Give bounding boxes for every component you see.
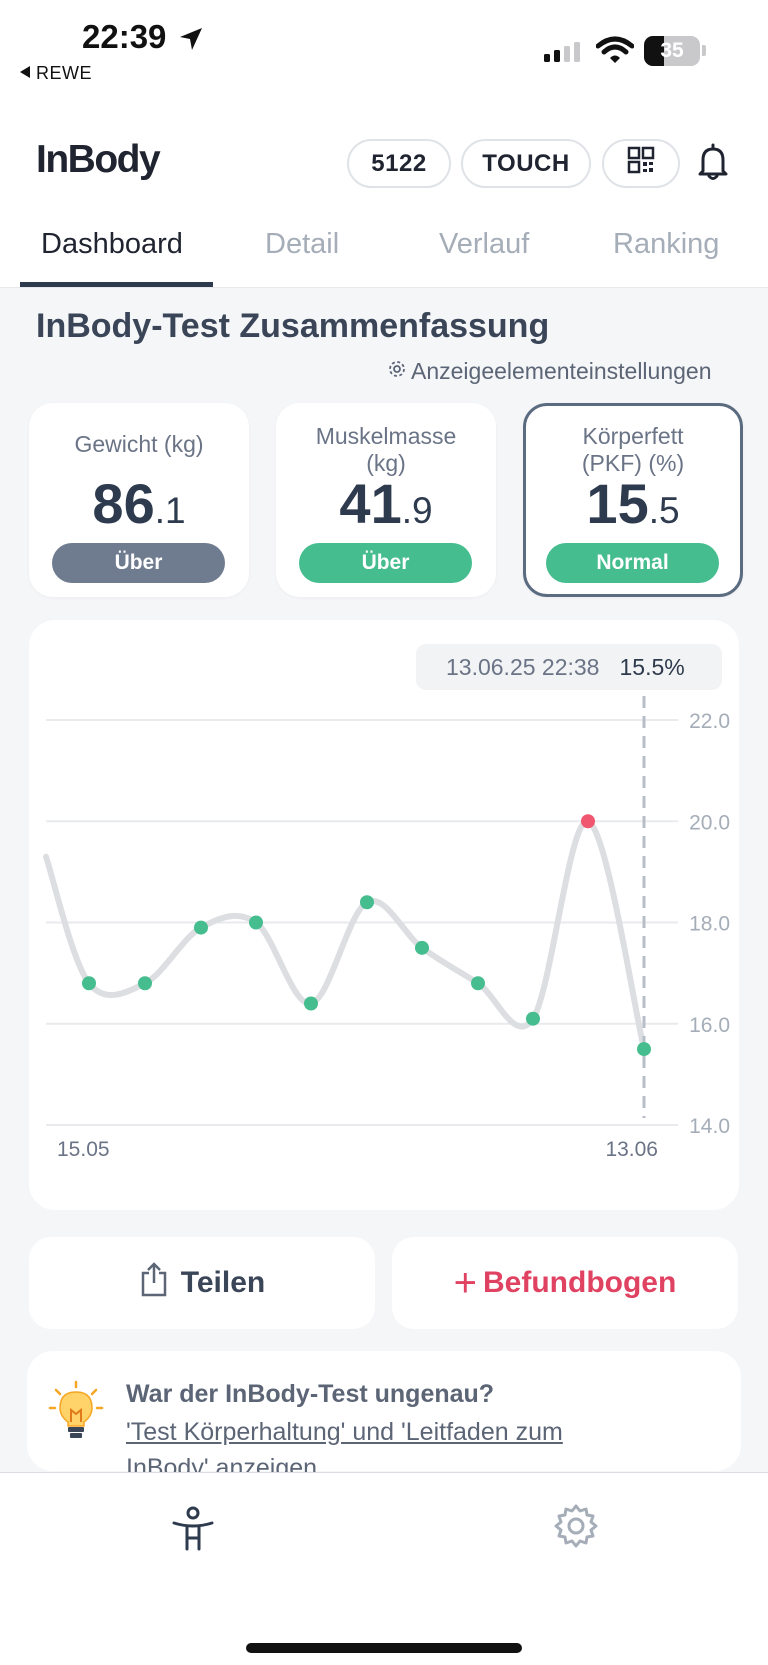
metric-name: Körperfett — [582, 423, 684, 449]
share-button[interactable]: Teilen — [29, 1237, 375, 1329]
lightbulb-icon — [48, 1380, 104, 1447]
wifi-icon — [595, 36, 635, 69]
metric-value-int: 15 — [586, 472, 649, 535]
metric-unit: (kg) — [163, 431, 204, 457]
body-fat-chart[interactable]: 22.0 20.0 18.0 16.0 14.0 15.05 13.06 — [0, 0, 768, 1230]
status-badge: Normal — [546, 543, 719, 583]
gear-icon — [387, 358, 407, 385]
tab-verlauf[interactable]: Verlauf — [439, 228, 530, 260]
bottom-nav — [0, 1472, 768, 1665]
chart-tooltip: 13.06.25 22:38 15.5% — [416, 644, 722, 690]
report-button[interactable]: + Befundbogen — [392, 1237, 738, 1329]
data-point — [194, 920, 208, 935]
location-arrow-icon — [178, 26, 204, 57]
metric-label: Gewicht (kg) — [29, 431, 249, 458]
y-tick-label: 20.0 — [689, 811, 730, 834]
metric-name: Gewicht — [74, 431, 158, 457]
data-point — [249, 915, 263, 930]
series-line — [43, 818, 647, 1053]
x-tick-label: 13.06 — [605, 1138, 658, 1161]
app-logo: InBody — [36, 138, 161, 181]
qr-code-icon — [627, 146, 655, 181]
data-point — [82, 976, 96, 991]
metric-value: 15.5 — [526, 471, 740, 536]
plus-icon: + — [453, 1261, 478, 1305]
qr-code-button[interactable] — [602, 139, 680, 188]
metric-value: 41.9 — [276, 471, 496, 536]
tab-detail[interactable]: Detail — [265, 228, 340, 260]
metric-unit: (kg) — [366, 450, 406, 476]
body-figure-icon[interactable] — [170, 1505, 216, 1556]
display-settings-link[interactable]: Anzeigeelementeinstellungen — [387, 358, 712, 385]
status-time: 22:39 — [82, 18, 167, 55]
report-label: Befundbogen — [483, 1266, 677, 1299]
tab-bar: Dashboard Detail Verlauf Ranking — [20, 214, 768, 288]
home-indicator — [246, 1643, 522, 1653]
metric-value-dec: .5 — [648, 490, 680, 531]
data-point — [138, 976, 152, 991]
settings-gear-icon[interactable] — [553, 1503, 599, 1554]
tooltip-value: 15.5% — [619, 653, 685, 680]
status-badge: Über — [52, 543, 225, 583]
data-point — [637, 1042, 651, 1057]
share-label: Teilen — [180, 1266, 266, 1299]
data-point — [304, 996, 318, 1011]
battery-nub — [702, 45, 706, 56]
metric-card-weight[interactable]: Gewicht (kg) 86.1 Über — [29, 403, 249, 597]
info-guide-link[interactable]: 'Test Körperhaltung' und 'Leitfaden zum … — [126, 1418, 563, 1482]
metric-label: Muskelmasse (kg) — [276, 423, 496, 477]
metric-card-muscle[interactable]: Muskelmasse (kg) 41.9 Über — [276, 403, 496, 597]
metric-value-int: 41 — [339, 472, 402, 535]
tooltip-date: 13.06.25 22:38 — [446, 653, 600, 680]
cellular-signal-icon — [544, 41, 584, 68]
tab-dashboard[interactable]: Dashboard — [41, 228, 183, 260]
metric-value-int: 86 — [92, 472, 155, 535]
member-code-button[interactable]: 5122 — [347, 139, 451, 188]
data-point — [581, 814, 595, 829]
back-to-app-link[interactable]: REWE — [20, 63, 92, 84]
data-point — [471, 976, 485, 991]
info-question: War der InBody-Test ungenau? — [126, 1380, 495, 1408]
metric-value: 86.1 — [29, 471, 249, 536]
summary-title: InBody-Test Zusammenfassung — [36, 307, 550, 345]
metric-value-dec: .1 — [154, 490, 186, 531]
metric-card-body-fat[interactable]: Körperfett (PKF) (%) 15.5 Normal — [523, 403, 743, 597]
data-point — [415, 940, 429, 955]
y-tick-label: 22.0 — [689, 710, 730, 733]
share-icon — [139, 1261, 169, 1305]
display-settings-label: Anzeigeelementeinstellungen — [411, 358, 712, 384]
tab-ranking[interactable]: Ranking — [613, 228, 720, 260]
y-tick-label: 16.0 — [689, 1014, 730, 1037]
battery-indicator: 35 — [644, 36, 700, 66]
status-badge: Über — [299, 543, 472, 583]
notification-bell-icon[interactable] — [693, 142, 733, 187]
metric-name-2: (PKF) — [581, 450, 642, 476]
metric-label: Körperfett (PKF) (%) — [526, 423, 740, 477]
touch-button[interactable]: TOUCH — [461, 139, 591, 188]
y-tick-label: 14.0 — [689, 1115, 730, 1138]
info-card — [27, 1351, 741, 1471]
x-tick-label: 15.05 — [57, 1138, 110, 1161]
y-tick-label: 18.0 — [689, 913, 730, 936]
metric-name: Muskelmasse — [315, 423, 457, 449]
metric-unit: (%) — [648, 450, 685, 476]
data-point — [360, 895, 374, 910]
data-point — [526, 1011, 540, 1026]
active-tab-indicator — [20, 282, 213, 287]
metric-value-dec: .9 — [401, 490, 433, 531]
